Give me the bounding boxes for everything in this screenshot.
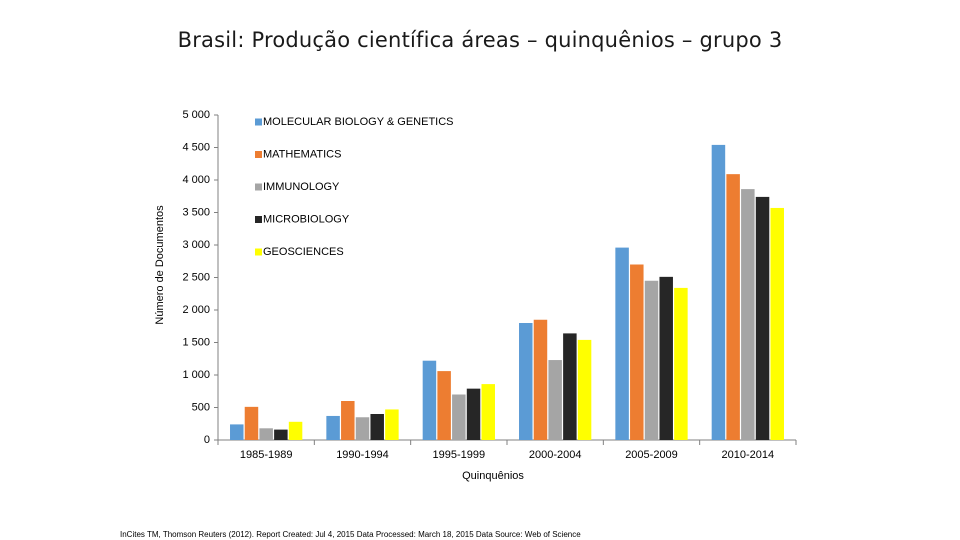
- x-tick-label: 1995-1999: [433, 449, 486, 461]
- legend-swatch: [255, 248, 262, 256]
- legend-label: MATHEMATICS: [263, 148, 341, 160]
- legend: MOLECULAR BIOLOGY & GENETICS MATHEMATICS I…: [255, 116, 454, 258]
- y-tick-label: 2 500: [182, 271, 210, 283]
- bar: [259, 428, 273, 440]
- bar: [726, 174, 740, 440]
- bar: [288, 421, 303, 440]
- bar: [341, 401, 355, 440]
- bar: [770, 207, 784, 440]
- x-tick-label: 2000-2004: [529, 449, 582, 461]
- y-tick-label: 3 000: [182, 239, 210, 251]
- bar: [674, 287, 688, 440]
- bar: [422, 360, 437, 440]
- bar: [659, 276, 673, 440]
- legend-label: IMMUNOLOGY: [263, 181, 340, 193]
- bar: [519, 323, 533, 440]
- bar: [615, 247, 629, 440]
- bar: [466, 388, 481, 440]
- x-tick-label: 2005-2009: [625, 449, 678, 461]
- bar: [577, 339, 592, 440]
- y-tick-label: 1 500: [182, 336, 210, 348]
- bar: [563, 333, 577, 440]
- bar: [548, 360, 562, 440]
- y-tick-label: 500: [192, 401, 210, 413]
- bar: [244, 406, 259, 440]
- y-tick-label: 4 000: [182, 174, 210, 186]
- x-tick-label: 1990-1994: [336, 449, 389, 461]
- bar: [741, 189, 755, 440]
- bar: [452, 394, 466, 440]
- y-tick-label: 5 000: [182, 109, 210, 121]
- bar: [274, 429, 288, 440]
- y-tick-label: 0: [204, 434, 210, 446]
- y-tick-label: 1 000: [182, 369, 210, 381]
- bar: [481, 384, 495, 440]
- source-footnote: InCites TM, Thomson Reuters (2012). Repo…: [120, 530, 581, 539]
- bar: [533, 319, 548, 440]
- legend-label: MOLECULAR BIOLOGY & GENETICS: [263, 116, 454, 128]
- bar: [644, 280, 659, 440]
- y-tick-label: 3 500: [182, 206, 210, 218]
- bars: [230, 144, 784, 440]
- bar: [711, 144, 726, 440]
- legend-swatch: [255, 183, 262, 191]
- y-tick-label: 4 500: [182, 141, 210, 153]
- bar: [230, 424, 244, 440]
- legend-swatch: [255, 151, 262, 158]
- y-axis-title: Número de Documentos: [154, 205, 166, 325]
- bar: [755, 196, 770, 440]
- chart-title: Brasil: Produção científica áreas – quin…: [177, 28, 783, 52]
- legend-label: GEOSCIENCES: [263, 246, 344, 258]
- legend-swatch: [255, 118, 262, 126]
- bar: [437, 371, 451, 440]
- x-axis-title: Quinquênios: [462, 470, 524, 482]
- y-axis: 0 500 1 000 1 500 2 000 2 500 3 000 3 500 4 000 4…: [182, 109, 219, 446]
- legend-label: MICROBIOLOGY: [263, 213, 350, 225]
- x-tick-label: 2010-2014: [722, 449, 775, 461]
- y-tick-label: 2 000: [182, 304, 210, 316]
- bar: [355, 417, 370, 440]
- x-axis: 1985-1989 1990-1994 1995-1999 2000-2004 2005…: [217, 439, 797, 461]
- bar: [630, 264, 644, 440]
- legend-swatch: [255, 216, 262, 223]
- bar: [385, 409, 399, 440]
- bar: [326, 415, 340, 440]
- bar: [370, 414, 384, 440]
- x-tick-label: 1985-1989: [240, 449, 293, 461]
